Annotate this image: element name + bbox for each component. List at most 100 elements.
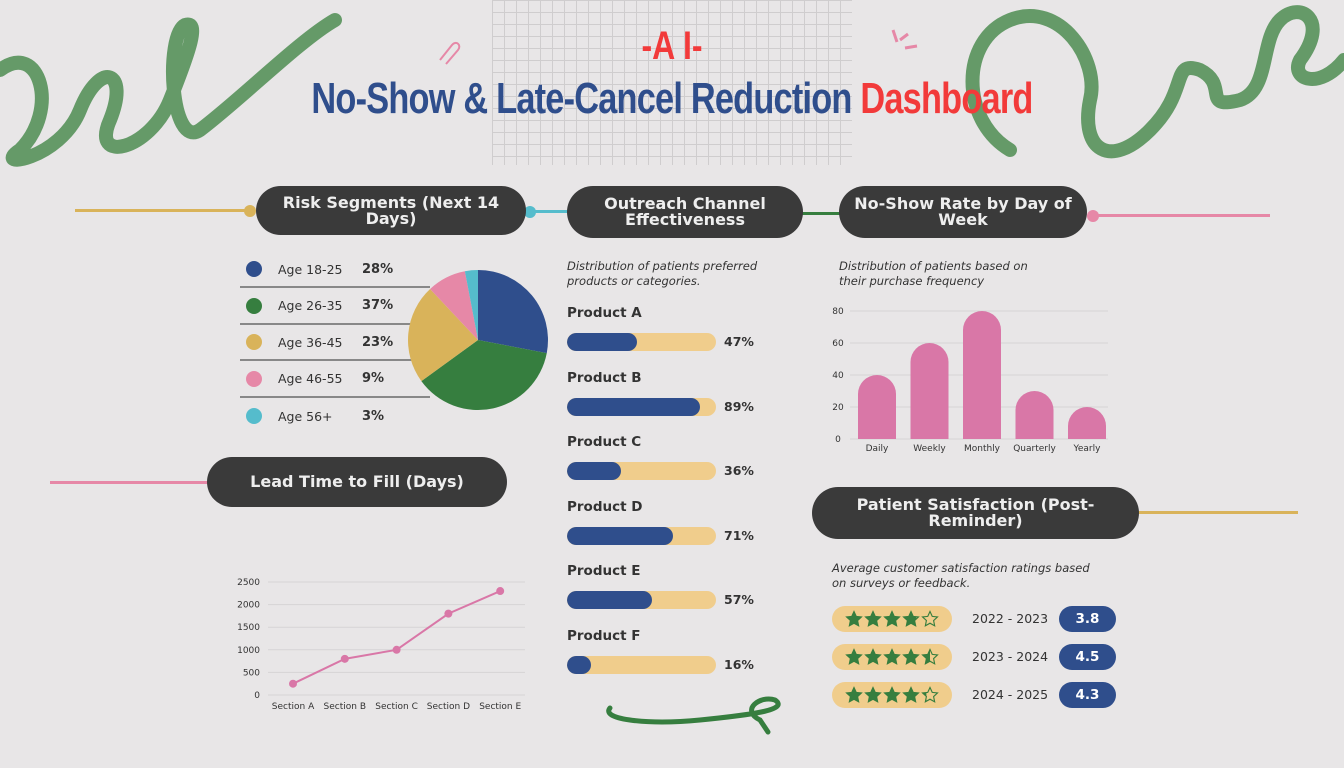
pie-slice <box>478 270 548 354</box>
star-icon <box>921 610 939 627</box>
star-icon <box>845 686 863 703</box>
legend-swatch <box>246 334 262 350</box>
product-label: Product E <box>567 563 641 579</box>
x-tick-label: Section D <box>427 702 470 712</box>
section-outreach: Outreach Channel Effectiveness <box>567 186 803 238</box>
progress-fill <box>567 333 638 351</box>
y-tick-label: 0 <box>835 435 841 445</box>
green-squiggle-left <box>0 13 342 167</box>
legend-item: Age 56+ 3% <box>240 398 430 434</box>
section-risk-segments: Risk Segments (Next 14 Days) <box>256 186 526 235</box>
rating-badge: 3.8 <box>1059 606 1116 632</box>
rating-badge: 4.5 <box>1059 644 1116 670</box>
y-tick-label: 1000 <box>237 646 260 656</box>
pie-slice <box>408 288 478 382</box>
connector-dot <box>524 206 536 218</box>
progress-fill <box>567 397 700 416</box>
product-label: Product A <box>567 305 642 321</box>
pie-slice <box>464 270 478 340</box>
line-point <box>444 609 453 618</box>
star-icon <box>921 648 939 665</box>
progress-track <box>567 397 716 416</box>
title-main: No-Show & Late-Cancel Reduction <box>311 74 852 123</box>
legend-label: Age 56+ <box>278 408 333 424</box>
bar <box>963 311 1001 439</box>
product-value: 89% <box>724 398 754 414</box>
x-tick-label: Monthly <box>964 444 1001 454</box>
y-tick-label: 2500 <box>237 578 260 588</box>
x-tick-label: Section B <box>324 702 366 712</box>
progress-track <box>567 462 716 480</box>
bar <box>1068 407 1106 439</box>
bar <box>858 375 896 439</box>
legend-label: Age 46-55 <box>278 371 343 386</box>
progress-fill <box>567 526 673 545</box>
sparkle-icon <box>891 29 918 50</box>
rating-badge: 4.3 <box>1059 682 1116 708</box>
y-tick-label: 2000 <box>237 601 260 611</box>
product-value: 47% <box>724 334 754 349</box>
star-icon <box>883 686 901 703</box>
line-point <box>340 654 349 663</box>
header-prefix: -A I- <box>641 24 703 68</box>
green-squiggle-right <box>965 5 1344 159</box>
legend-value: 28% <box>362 261 394 277</box>
y-tick-label: 40 <box>832 371 844 381</box>
legend-value: 23% <box>362 334 394 350</box>
legend-item: Age 36-45 23% <box>240 325 430 361</box>
satisfaction-description: Average customer satisfaction ratings ba… <box>832 561 1090 590</box>
y-tick-label: 20 <box>832 403 844 413</box>
title-accent: Dashboard <box>860 74 1033 123</box>
outreach-description: Distribution of patients preferred produ… <box>567 259 758 288</box>
y-tick-label: 80 <box>832 307 844 317</box>
connector-line <box>75 209 250 212</box>
page-title: No-Show & Late-Cancel Reduction Dashboar… <box>148 74 1196 124</box>
x-tick-label: Section C <box>375 702 418 712</box>
product-value: 71% <box>724 527 754 543</box>
legend-label: Age 36-45 <box>278 334 343 350</box>
star-icon <box>921 686 939 703</box>
legend-swatch <box>246 408 262 424</box>
line-point <box>392 645 401 654</box>
star-icon <box>845 610 863 627</box>
y-tick-label: 0 <box>254 691 260 701</box>
pie-slice <box>421 340 547 410</box>
star-icon <box>864 686 882 703</box>
legend-swatch <box>246 261 262 277</box>
y-tick-label: 1500 <box>237 623 260 633</box>
connector-dot <box>1087 210 1099 222</box>
section-lead-time: Lead Time to Fill (Days) <box>207 457 507 507</box>
x-tick-label: Quarterly <box>1013 444 1056 454</box>
header-grid-background <box>492 0 852 165</box>
progress-fill <box>567 462 621 480</box>
product-label: Product F <box>567 627 641 644</box>
progress-fill <box>567 591 652 609</box>
paperclip-icon <box>439 41 461 65</box>
legend-value: 3% <box>362 408 385 424</box>
star-icon <box>902 610 920 627</box>
product-label: Product B <box>567 369 642 386</box>
bar <box>910 343 949 439</box>
progress-track <box>567 333 716 351</box>
star-icon <box>883 610 901 627</box>
rating-period: 2022 - 2023 <box>972 611 1049 626</box>
connector-line <box>1090 214 1270 217</box>
x-tick-label: Section A <box>272 702 315 712</box>
progress-fill <box>567 655 591 674</box>
progress-track <box>567 591 716 609</box>
star-rating <box>832 606 952 632</box>
product-value: 57% <box>724 592 754 607</box>
legend-item: Age 46-55 9% <box>240 362 430 398</box>
connector-dot <box>244 205 256 217</box>
x-tick-label: Daily <box>866 444 889 454</box>
legend-item: Age 18-25 28% <box>240 252 430 288</box>
x-tick-label: Weekly <box>913 444 946 454</box>
rating-period: 2024 - 2025 <box>972 687 1049 702</box>
legend-value: 9% <box>362 371 385 386</box>
connector-line <box>50 481 225 484</box>
y-tick-label: 60 <box>832 339 844 349</box>
line-point <box>496 587 505 596</box>
lead-time-line-chart: 0 500 1000 1500 2000 2500 Section A Section B Se… <box>237 578 525 712</box>
y-tick-label: 500 <box>243 668 260 678</box>
legend-item: Age 26-35 37% <box>240 289 430 325</box>
